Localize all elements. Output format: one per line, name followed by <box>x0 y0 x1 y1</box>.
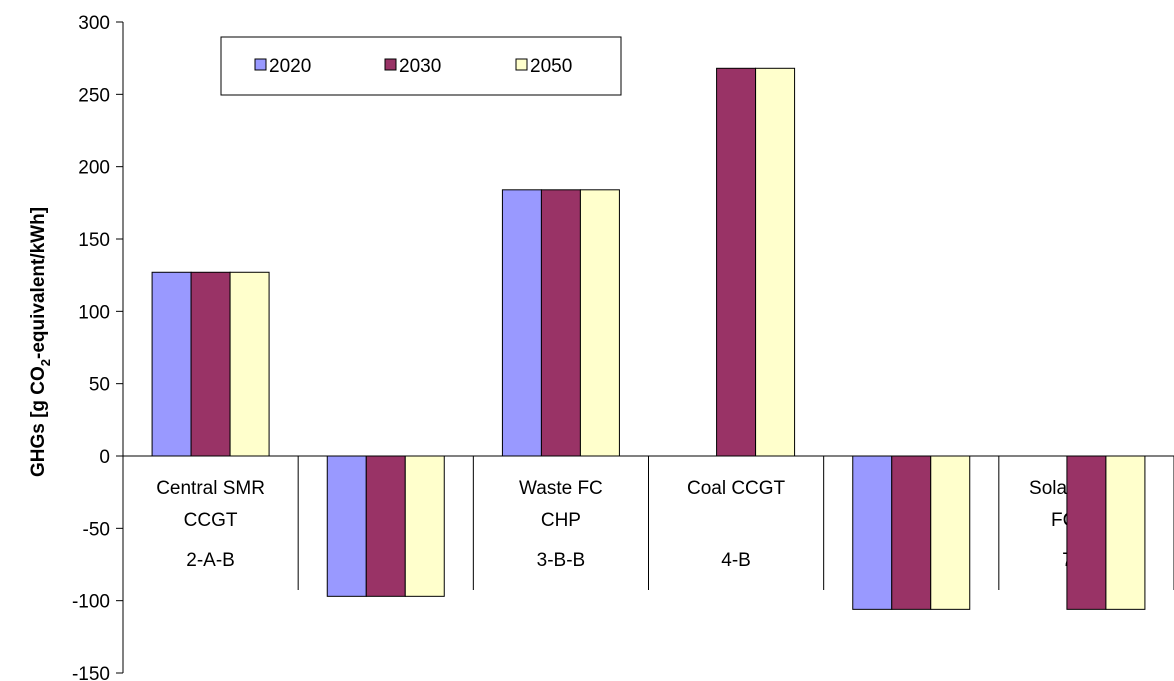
y-axis-label: GHGs [g CO2-equivalent/kWh] <box>28 207 53 477</box>
category-label: Central SMR <box>156 478 265 499</box>
bar <box>540 189 581 457</box>
axes <box>116 21 1174 674</box>
bar <box>891 455 932 610</box>
bar <box>716 67 757 457</box>
y-tick-label: 50 <box>89 375 110 396</box>
legend-swatch <box>254 58 267 71</box>
legend-swatch <box>384 58 397 71</box>
category-code-label: 2-A-B <box>186 550 235 571</box>
legend-label: 2030 <box>399 56 441 77</box>
category-code-label: 3-B-B <box>537 550 586 571</box>
y-tick-label: 150 <box>78 230 110 251</box>
category-label: Waste FC <box>519 478 603 499</box>
y-tick-label: 300 <box>78 13 110 34</box>
legend: 2020 2030 2050 <box>220 36 622 96</box>
y-tick-label: -100 <box>72 592 110 613</box>
bar <box>151 271 192 457</box>
bar <box>1105 455 1146 610</box>
y-tick-label: 100 <box>78 302 110 323</box>
y-tick-label: 0 <box>99 447 110 468</box>
bar <box>365 455 406 597</box>
bar <box>190 271 231 457</box>
category-label: CCGT <box>184 510 238 531</box>
bar <box>326 455 367 597</box>
bar <box>852 455 893 610</box>
bar <box>229 271 270 457</box>
legend-label: 2020 <box>269 56 311 77</box>
bar <box>755 67 796 457</box>
legend-box <box>220 36 622 96</box>
bar <box>930 455 971 610</box>
category-label: CHP <box>541 510 581 531</box>
category-code-label: 4-B <box>721 550 751 571</box>
y-tick-labels: 300 250 200 150 100 50 0 -50 -100 -150 <box>72 13 110 681</box>
bars <box>151 67 1146 610</box>
legend-swatch <box>515 58 528 71</box>
bar <box>1066 455 1107 610</box>
category-label: Coal CCGT <box>687 478 786 499</box>
bar <box>501 189 542 457</box>
y-tick-label: -150 <box>72 664 110 681</box>
y-tick-label: 200 <box>78 158 110 179</box>
y-tick-label: -50 <box>83 519 110 540</box>
bar <box>404 455 445 597</box>
y-tick-label: 250 <box>78 85 110 106</box>
bar <box>579 189 620 457</box>
legend-label: 2050 <box>530 56 572 77</box>
